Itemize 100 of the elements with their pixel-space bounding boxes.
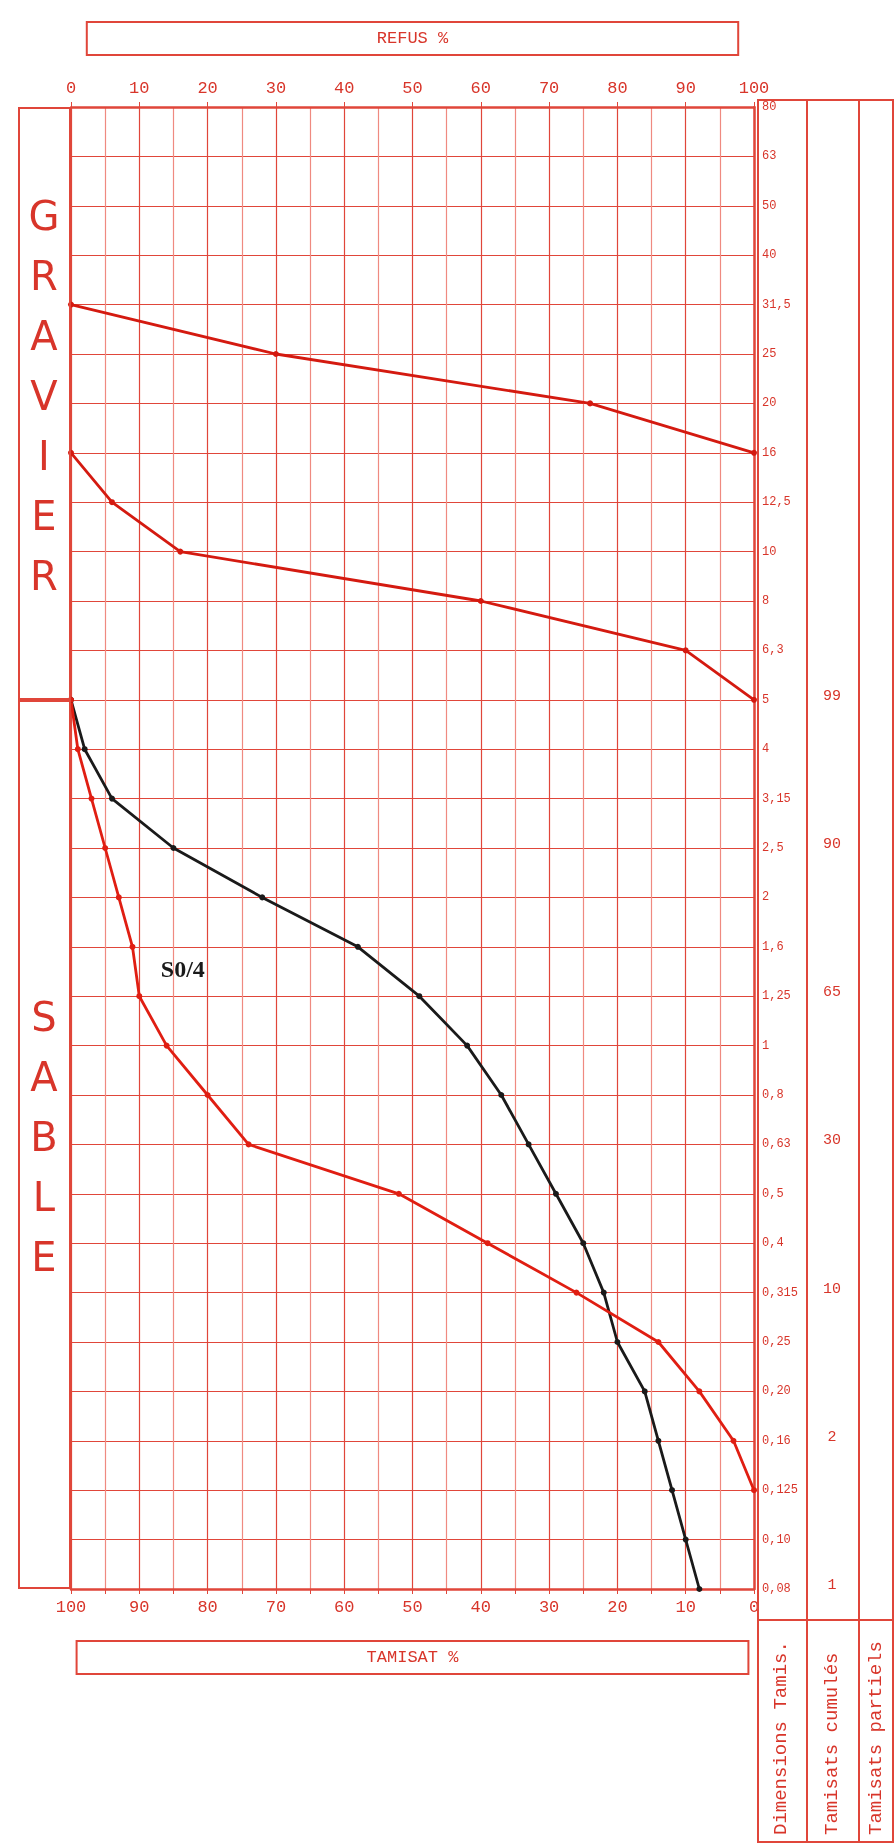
x-tick-label: 40 — [470, 1598, 491, 1617]
x2-tick-label: 50 — [402, 79, 423, 98]
point — [669, 1487, 676, 1494]
text: 65 — [822, 984, 842, 1004]
y-tick-label: 12,5 — [762, 495, 791, 510]
point — [259, 894, 266, 901]
x-tick-label: 10 — [675, 1598, 696, 1617]
y-tick-label: 6,3 — [762, 643, 784, 658]
x-tick-label: 20 — [607, 1598, 628, 1617]
text: Tamisats cumulés — [820, 1651, 844, 1835]
point — [108, 795, 115, 802]
point — [682, 647, 689, 654]
point — [498, 1092, 505, 1098]
point — [696, 1388, 703, 1395]
text: SABLE — [18, 699, 71, 1589]
point — [395, 1190, 402, 1197]
point — [751, 449, 757, 456]
point — [751, 1487, 757, 1494]
y-tick-label: 2,5 — [762, 841, 784, 855]
point — [525, 1141, 532, 1148]
text: 1 — [826, 1577, 838, 1596]
y-tick-label: 0,25 — [762, 1335, 791, 1349]
x-tick-label: 50 — [402, 1598, 423, 1617]
x-tick-label: 60 — [334, 1598, 355, 1617]
point — [655, 1339, 662, 1345]
y-tick-label: 5 — [762, 692, 770, 707]
y-tick-label: 40 — [762, 248, 777, 263]
y-tick-label: 25 — [762, 347, 777, 361]
x-tick-label: 70 — [265, 1598, 287, 1617]
y-tick-label: 0,8 — [762, 1088, 784, 1102]
point — [573, 1289, 580, 1296]
point — [81, 746, 88, 753]
text: 99 — [822, 687, 842, 707]
point — [416, 993, 423, 1000]
x2-tick-label: 0 — [65, 79, 77, 98]
x2-axis-title: REFUS % — [376, 29, 449, 48]
y-tick-label: 2 — [762, 890, 770, 905]
point — [477, 598, 484, 604]
point — [245, 1141, 252, 1148]
y-tick-label: 10 — [762, 544, 777, 559]
point — [177, 548, 184, 555]
y-tick-label: 0,315 — [762, 1285, 799, 1300]
y-tick-label: 0,20 — [762, 1384, 791, 1399]
y-tick-label: 0,63 — [762, 1137, 791, 1152]
text: GRAVIER — [18, 107, 71, 700]
y-tick-label: 8 — [762, 594, 770, 608]
x2-tick-label: 40 — [334, 79, 355, 98]
y-tick-label: 80 — [762, 100, 777, 114]
x-tick-label: 80 — [197, 1598, 218, 1617]
y-tick-label: 50 — [762, 198, 777, 213]
point — [272, 351, 279, 357]
point — [115, 894, 122, 901]
x2-tick-label: 70 — [538, 79, 560, 98]
point — [108, 499, 115, 506]
point — [655, 1437, 662, 1444]
x2-tick-label: 60 — [470, 79, 491, 98]
point — [587, 400, 594, 407]
y-tick-label: 1 — [762, 1038, 770, 1053]
x2-tick-label: 100 — [738, 79, 770, 98]
point — [552, 1190, 559, 1197]
y-tick-label: 31,5 — [762, 297, 791, 312]
point — [354, 943, 361, 950]
point — [204, 1092, 211, 1098]
point — [464, 1042, 471, 1049]
point — [641, 1388, 648, 1395]
point — [600, 1289, 607, 1296]
y-tick-label: 1,6 — [762, 939, 784, 954]
point — [682, 1536, 689, 1543]
text: 90 — [822, 836, 842, 855]
point — [751, 696, 757, 703]
x2-tick-label: 90 — [675, 79, 696, 98]
x-tick-label: 100 — [55, 1598, 87, 1617]
point — [484, 1240, 491, 1247]
x2-tick-label: 30 — [265, 79, 287, 98]
y-tick-label: 3,15 — [762, 791, 791, 806]
y-tick-label: 63 — [762, 149, 777, 164]
text: 30 — [822, 1132, 842, 1152]
y-tick-label: 1,25 — [762, 989, 791, 1004]
point — [88, 795, 95, 802]
point — [730, 1437, 737, 1444]
y-tick-label: 0,08 — [762, 1582, 791, 1596]
point — [129, 943, 136, 950]
y-tick-label: 0,16 — [762, 1433, 791, 1448]
x2-tick-label: 80 — [607, 79, 628, 98]
y-tick-label: 0,4 — [762, 1236, 784, 1251]
y-tick-label: 0,10 — [762, 1532, 791, 1547]
point — [136, 993, 143, 1000]
point — [170, 845, 177, 851]
y-tick-label: 20 — [762, 396, 777, 411]
y-tick-label: 16 — [762, 445, 777, 460]
y-tick-label: 0,5 — [762, 1186, 784, 1201]
point — [696, 1586, 703, 1592]
text: Tamisats partiels — [864, 1640, 888, 1835]
x2-tick-label: 10 — [129, 79, 150, 98]
text: 2 — [826, 1428, 838, 1448]
text: Dimensions Tamis. — [769, 1640, 793, 1835]
point — [74, 746, 81, 753]
x2-tick-label: 20 — [197, 79, 218, 98]
point — [580, 1240, 587, 1247]
x-tick-label: 30 — [538, 1598, 560, 1617]
